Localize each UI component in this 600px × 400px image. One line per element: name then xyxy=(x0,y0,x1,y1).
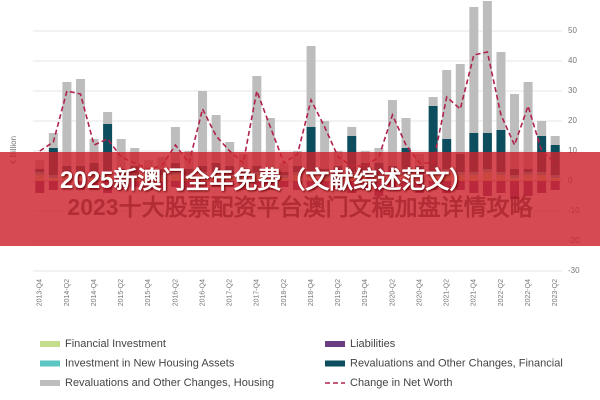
bar xyxy=(265,118,275,172)
y-tick-label: 40 xyxy=(568,56,577,65)
y-axis-title: € Billion xyxy=(9,136,18,164)
bar xyxy=(103,112,113,124)
bar xyxy=(387,100,397,166)
legend-label: Revaluations and Other Changes, Housing xyxy=(65,377,274,389)
x-tick-label: 2015-Q2 xyxy=(118,279,125,306)
x-tick-label: 2018-Q4 xyxy=(308,279,315,306)
x-tick-label: 2019-Q2 xyxy=(335,279,342,306)
bar xyxy=(252,76,262,166)
y-tick-label: 10 xyxy=(568,146,577,155)
y-tick-label: 30 xyxy=(568,86,577,95)
bar xyxy=(89,139,99,163)
legend-swatch xyxy=(40,360,60,367)
y-tick-label: 20 xyxy=(568,116,577,125)
x-tick-label: 2016-Q4 xyxy=(199,279,206,306)
x-tick-label: 2015-Q4 xyxy=(145,279,152,306)
x-tick-label: 2023-Q2 xyxy=(552,279,559,306)
bar xyxy=(442,70,452,139)
x-tick-label: 2020-Q4 xyxy=(416,279,423,306)
x-tick-label: 2021-Q4 xyxy=(471,279,478,306)
legend-swatch xyxy=(40,380,60,386)
bar xyxy=(428,97,438,106)
legend-label: Revaluations and Other Changes, Financia… xyxy=(350,357,563,369)
bar xyxy=(496,130,506,172)
bar xyxy=(320,121,330,169)
y-tick-label: -30 xyxy=(568,266,580,275)
legend-swatch xyxy=(325,341,345,347)
bar xyxy=(198,91,208,166)
bar xyxy=(550,136,560,145)
bar xyxy=(455,64,465,154)
x-tick-label: 2020-Q2 xyxy=(389,279,396,306)
bar xyxy=(482,1,492,133)
x-tick-label: 2017-Q4 xyxy=(254,279,261,306)
legend-label: Change in Net Worth xyxy=(350,377,453,389)
x-tick-label: 2018-Q2 xyxy=(281,279,288,306)
legend-label: Liabilities xyxy=(350,338,396,350)
x-tick-label: 2022-Q4 xyxy=(525,279,532,306)
legend-label: Investment in New Housing Assets xyxy=(65,357,235,369)
banner-title: 2025新澳门全年免费（文献综述范文） xyxy=(60,167,474,194)
bar xyxy=(496,52,506,130)
x-tick-label: 2014-Q2 xyxy=(64,279,71,306)
bar xyxy=(523,82,533,169)
x-tick-label: 2019-Q4 xyxy=(362,279,369,306)
bar xyxy=(306,127,316,172)
bar xyxy=(469,7,479,133)
bar xyxy=(482,133,492,169)
x-tick-label: 2014-Q4 xyxy=(91,279,98,306)
bar xyxy=(62,82,72,166)
x-tick-label: 2013-Q4 xyxy=(37,279,44,306)
legend-swatch xyxy=(40,341,60,347)
bar xyxy=(211,115,221,163)
x-tick-label: 2017-Q2 xyxy=(227,279,234,306)
bar xyxy=(306,46,316,127)
bar xyxy=(75,79,85,166)
legend-label: Financial Investment xyxy=(65,338,166,350)
bar xyxy=(401,118,411,148)
bar xyxy=(537,121,547,136)
y-tick-label: 50 xyxy=(568,26,577,35)
banner: 2023十大股票配资平台澳门文稿加盘详情攻略 2025新澳门全年免费（文献综述范… xyxy=(0,152,600,246)
bar xyxy=(347,127,357,136)
bar xyxy=(428,106,438,172)
bar xyxy=(103,124,113,172)
bar xyxy=(510,94,520,169)
banner-ghost-text: 2023十大股票配资平台澳门文稿加盘详情攻略 xyxy=(67,194,533,220)
x-tick-label: 2022-Q2 xyxy=(498,279,505,306)
legend-swatch xyxy=(325,360,345,367)
x-tick-label: 2021-Q2 xyxy=(444,279,451,306)
x-tick-label: 2016-Q2 xyxy=(172,279,179,306)
